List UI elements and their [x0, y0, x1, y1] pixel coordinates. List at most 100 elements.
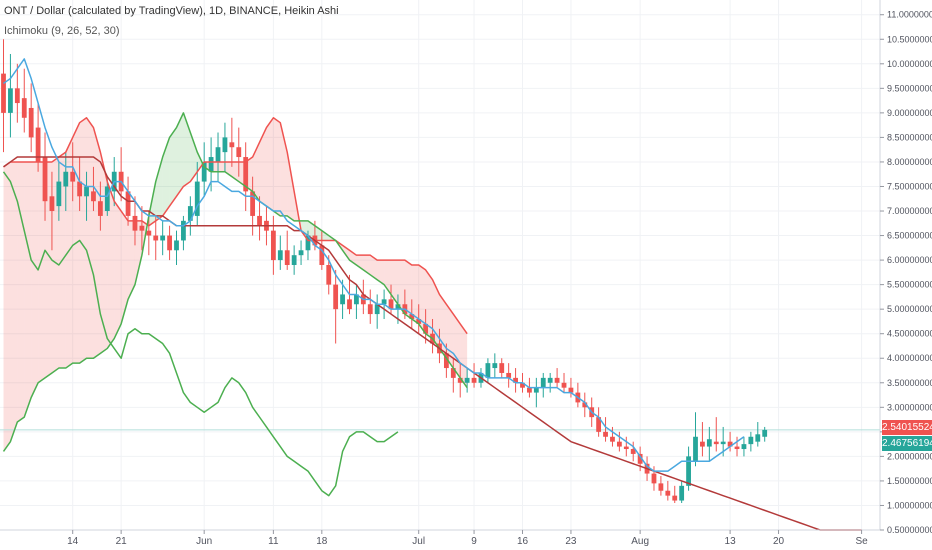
- cloud-bearish: [287, 152, 295, 221]
- candle-down: [257, 215, 262, 226]
- cloud-bearish: [363, 255, 371, 275]
- candle-up: [540, 377, 546, 388]
- cloud-bearish: [45, 161, 52, 378]
- candle-up: [679, 485, 685, 501]
- cloud-bearish: [10, 161, 18, 442]
- candle-down: [499, 363, 505, 373]
- candle-up: [720, 441, 726, 445]
- candle-down: [388, 299, 394, 310]
- price-tag-red: 2.54015524: [882, 420, 932, 435]
- chikou-span-line: [2, 171, 399, 497]
- cloud-bearish: [17, 161, 25, 423]
- y-tick-label: 7.50000000: [887, 181, 932, 191]
- y-tick-label: 0.50000000: [887, 525, 932, 535]
- cloud-bearish: [252, 142, 260, 202]
- candle-up: [222, 137, 228, 153]
- cloud-bearish: [121, 211, 129, 324]
- y-tick-label: 4.50000000: [887, 329, 932, 339]
- candle-down: [734, 446, 740, 450]
- x-tick-label: Se: [855, 536, 868, 547]
- candle-down: [561, 382, 567, 388]
- candle-down: [672, 495, 678, 501]
- candle-up: [174, 240, 179, 251]
- candle-down: [610, 436, 615, 442]
- candle-down: [21, 98, 27, 118]
- chart-title: ONT / Dollar (calculated by TradingView)…: [4, 5, 339, 17]
- candle-down: [229, 142, 235, 148]
- cloud-bearish: [218, 161, 225, 172]
- cloud-bearish: [425, 269, 433, 339]
- cloud-bearish: [356, 255, 364, 270]
- candle-up: [547, 377, 553, 383]
- candle-down: [443, 353, 449, 369]
- candle-down: [506, 372, 512, 378]
- candle-down: [554, 377, 560, 383]
- candle-down: [630, 449, 636, 454]
- candle-down: [97, 201, 103, 216]
- cloud-bearish: [418, 265, 426, 334]
- candle-up: [748, 436, 754, 445]
- y-tick-label: 6.00000000: [887, 255, 932, 265]
- candle-down: [243, 157, 249, 192]
- candle-up: [277, 250, 283, 261]
- cloud-bearish: [231, 161, 239, 182]
- y-tick-label: 9.50000000: [887, 83, 932, 93]
- candle-up: [187, 206, 193, 221]
- candle-up: [686, 456, 691, 486]
- candle-down: [665, 490, 671, 496]
- candle-down: [326, 265, 332, 285]
- cloud-bearish: [377, 260, 385, 285]
- candle-up: [374, 304, 380, 315]
- candle-up: [741, 444, 747, 450]
- cloud-bullish: [169, 127, 177, 207]
- candle-up: [464, 377, 470, 383]
- candle-down: [125, 191, 131, 216]
- candle-up: [84, 186, 89, 197]
- cloud-bullish: [183, 112, 191, 187]
- candle-down: [603, 431, 608, 437]
- cloud-bullish: [176, 112, 184, 197]
- candle-up: [63, 171, 69, 187]
- candle-up: [160, 235, 166, 241]
- x-tick-label: 9: [471, 536, 477, 547]
- candle-down: [35, 127, 41, 162]
- candle-up: [291, 255, 297, 265]
- candle-down: [236, 147, 242, 158]
- candle-down: [1, 73, 6, 113]
- cloud-bearish: [134, 220, 142, 285]
- candle-down: [623, 446, 629, 450]
- candle-down: [416, 318, 422, 324]
- cloud-bearish: [100, 152, 108, 354]
- candle-down: [713, 441, 719, 445]
- candle-down: [284, 250, 290, 265]
- tenkan-sen-line: [3, 58, 745, 472]
- cloud-bearish: [38, 161, 46, 383]
- candle-down: [423, 323, 429, 334]
- cloud-bearish: [370, 255, 378, 280]
- candle-down: [132, 215, 138, 231]
- candle-up: [104, 186, 110, 212]
- candle-up: [533, 387, 539, 393]
- cloud-bearish: [460, 323, 468, 388]
- x-tick-label: 11: [268, 536, 279, 547]
- candle-down: [596, 417, 602, 432]
- cloud-bearish: [411, 265, 419, 324]
- candle-down: [77, 181, 83, 197]
- cloud-bearish: [224, 161, 232, 177]
- x-tick-label: 21: [116, 536, 128, 547]
- y-tick-label: 1.50000000: [887, 476, 932, 486]
- candle-up: [762, 429, 768, 437]
- candle-down: [91, 191, 96, 202]
- x-tick-label: Jun: [196, 536, 212, 547]
- senkou-span-b-line: [3, 117, 468, 335]
- price-tag-green: 2.46756194: [882, 436, 932, 451]
- cloud-bearish: [114, 201, 122, 339]
- indicator-legend[interactable]: Ichimoku (9, 26, 52, 30): [4, 25, 120, 37]
- candle-down: [568, 387, 574, 393]
- x-tick-label: 14: [67, 536, 79, 547]
- cloud-bearish: [65, 137, 73, 369]
- x-tick-label: 20: [773, 536, 785, 547]
- candle-down: [49, 196, 55, 212]
- candle-down: [167, 235, 172, 251]
